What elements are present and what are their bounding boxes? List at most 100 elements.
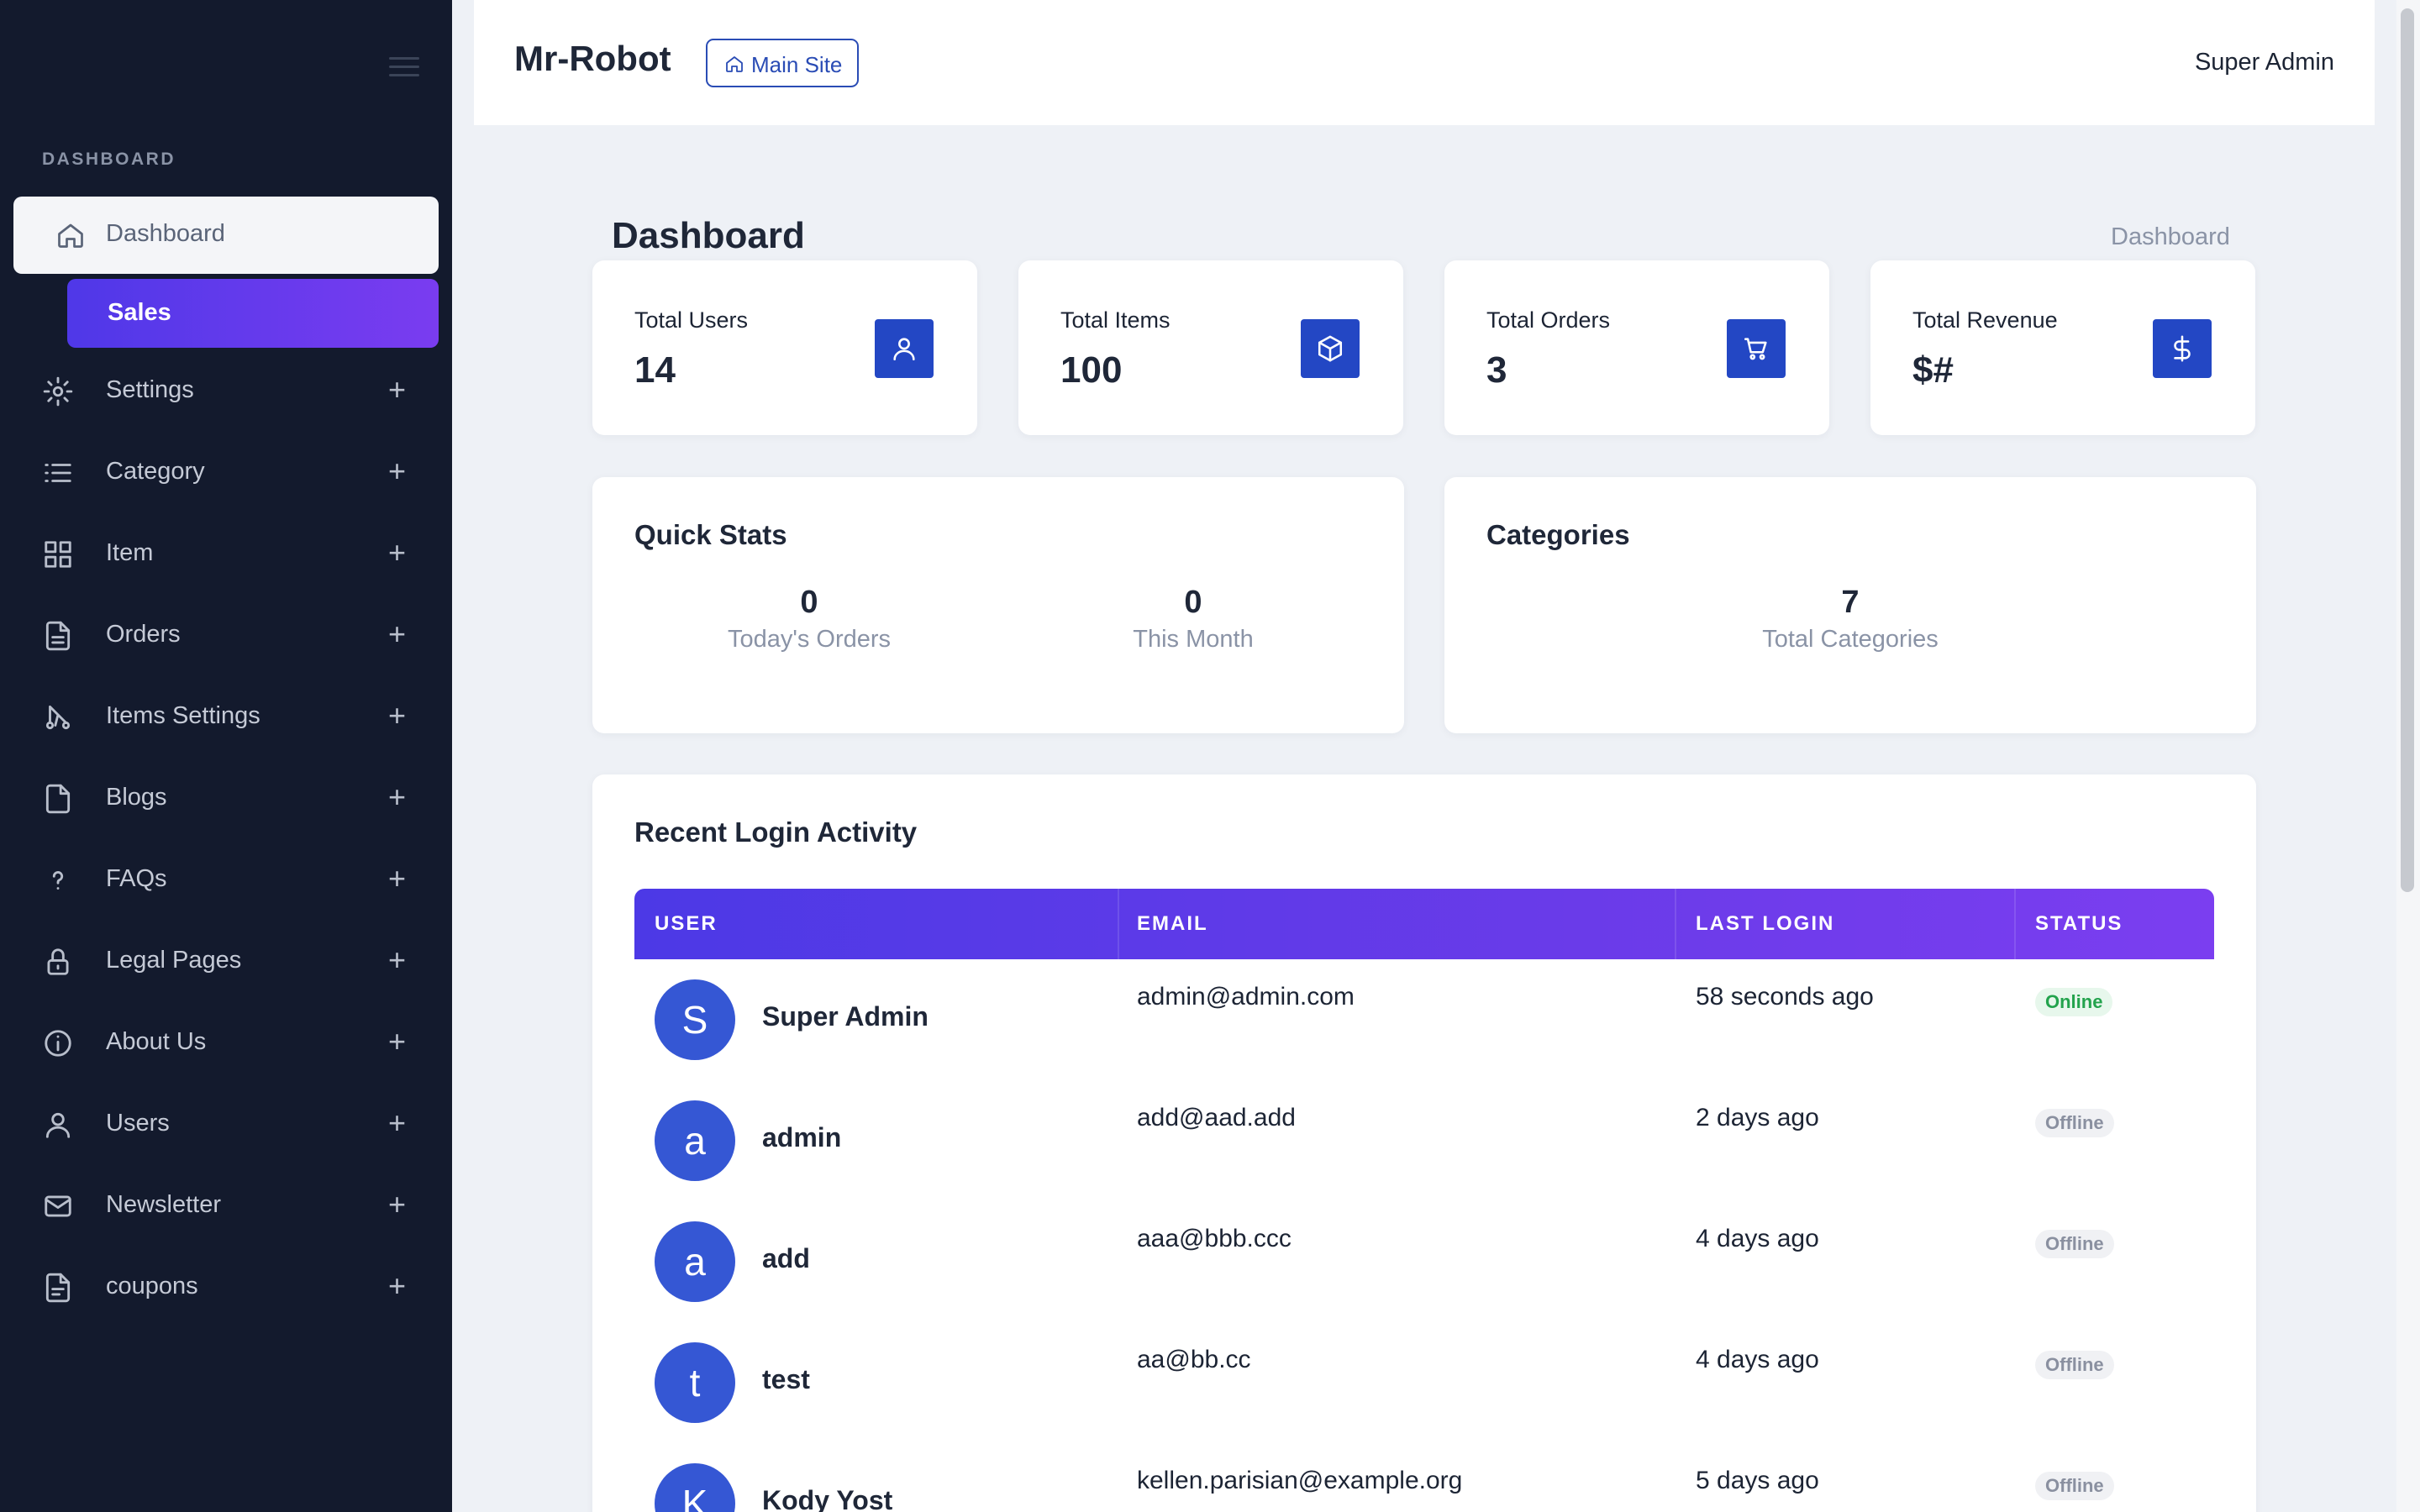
sidebar-item-settings[interactable]: Settings + [0,350,452,432]
status-badge: Offline [2035,1351,2114,1379]
this-month-stat: 0 This Month [1025,585,1361,654]
scrollbar-thumb[interactable] [2401,8,2414,892]
user-menu[interactable]: Super Admin [2194,49,2334,76]
sidebar-item-label: Users [106,1110,170,1137]
dollar-icon [2153,319,2212,378]
question-icon [42,864,74,896]
column-divider [1118,889,1119,959]
quick-stats-panel: Quick Stats 0 Today's Orders 0 This Mont… [592,477,1404,733]
expand-icon[interactable]: + [388,1268,407,1303]
sidebar-item-legal-pages[interactable]: Legal Pages + [0,921,452,1002]
sidebar-item-coupons[interactable]: coupons + [0,1247,452,1328]
table-row[interactable]: K Kody Yost kellen.parisian@example.org … [634,1443,2214,1512]
stat-card-total-orders: Total Orders 3 [1444,260,1829,435]
sidebar-item-label: Dashboard [106,220,225,247]
last-login: 58 seconds ago [1696,983,1874,1011]
panel-title: Quick Stats [634,519,787,550]
info-icon [42,1027,74,1059]
avatar: t [655,1342,735,1423]
expand-icon[interactable]: + [388,372,407,407]
main-site-button[interactable]: Main Site [706,39,859,87]
main-site-label: Main Site [751,52,843,77]
expand-icon[interactable]: + [388,1105,407,1140]
page-title: Dashboard [612,215,805,256]
sidebar-item-items-settings[interactable]: Items Settings + [0,676,452,758]
brand-title[interactable]: Mr-Robot [514,39,671,78]
stat-label: Total Categories [1762,626,1939,653]
status-badge: Offline [2035,1109,2114,1137]
last-login: 5 days ago [1696,1467,1819,1494]
panel-title: Recent Login Activity [634,816,918,848]
stat-value: 0 [1184,585,1202,620]
column-header-email[interactable]: EMAIL [1137,912,1208,935]
user-name: add [762,1243,810,1273]
sidebar-item-newsletter[interactable]: Newsletter + [0,1165,452,1247]
user-name: Super Admin [762,1001,929,1032]
sidebar-subitem-label: Sales [108,299,171,326]
status-badge: Offline [2035,1472,2114,1500]
table-row[interactable]: S Super Admin admin@admin.com 58 seconds… [634,959,2214,1080]
user-icon [42,1109,74,1141]
expand-icon[interactable]: + [388,1024,407,1058]
todays-orders-stat: 0 Today's Orders [641,585,977,654]
table-row[interactable]: a add aaa@bbb.ccc 4 days ago Offline [634,1201,2214,1322]
expand-icon[interactable]: + [388,1187,407,1221]
categories-panel: Categories 7 Total Categories [1444,477,2256,733]
sidebar-item-label: Item [106,539,154,566]
user-email: aaa@bbb.ccc [1137,1225,1292,1252]
total-categories-stat: 7 Total Categories [1682,585,2018,654]
grid-icon [42,538,74,570]
gear-icon [42,375,74,407]
expand-icon[interactable]: + [388,861,407,895]
sidebar-subitem-sales[interactable]: Sales [67,279,439,348]
avatar: a [655,1100,735,1181]
sidebar-item-label: Category [106,458,205,485]
stat-value: 0 [800,585,818,620]
sliders-icon [42,701,74,733]
sidebar-item-faqs[interactable]: FAQs + [0,839,452,921]
sidebar-item-category[interactable]: Category + [0,432,452,513]
user-name: Kody Yost [762,1485,893,1512]
expand-icon[interactable]: + [388,454,407,488]
expand-icon[interactable]: + [388,535,407,570]
user-email: aa@bb.cc [1137,1346,1251,1373]
home-icon [55,220,86,250]
sidebar-item-orders[interactable]: Orders + [0,595,452,676]
avatar: S [655,979,735,1060]
sidebar-item-users[interactable]: Users + [0,1084,452,1165]
sidebar-item-label: Blogs [106,784,167,811]
sidebar-item-label: Items Settings [106,702,260,729]
user-email: add@aad.add [1137,1104,1296,1131]
sidebar-item-item[interactable]: Item + [0,513,452,595]
sidebar-item-label: About Us [106,1028,207,1055]
expand-icon[interactable]: + [388,617,407,651]
stat-title: Total Items [1060,307,1171,333]
column-header-last-login[interactable]: LAST LOGIN [1696,912,1835,935]
stat-card-total-users: Total Users 14 [592,260,977,435]
sidebar-item-label: Orders [106,621,181,648]
table-row[interactable]: a admin add@aad.add 2 days ago Offline [634,1080,2214,1201]
column-header-user[interactable]: USER [655,912,718,935]
column-divider [1675,889,1676,959]
expand-icon[interactable]: + [388,942,407,977]
sidebar: DASHBOARD Dashboard Sales Settings + Cat… [0,0,452,1512]
table-row[interactable]: t test aa@bb.cc 4 days ago Offline [634,1322,2214,1443]
expand-icon[interactable]: + [388,780,407,814]
user-email: admin@admin.com [1137,983,1355,1011]
document-icon [42,620,74,652]
sidebar-item-label: Legal Pages [106,947,242,974]
sidebar-item-blogs[interactable]: Blogs + [0,758,452,839]
sidebar-item-label: Settings [106,376,194,403]
sidebar-item-dashboard[interactable]: Dashboard [13,197,439,274]
expand-icon[interactable]: + [388,698,407,732]
status-badge: Offline [2035,1230,2114,1258]
column-header-status[interactable]: STATUS [2035,912,2123,935]
sidebar-item-about-us[interactable]: About Us + [0,1002,452,1084]
last-login: 2 days ago [1696,1104,1819,1131]
coupon-icon [42,1272,74,1304]
hamburger-menu-icon[interactable] [389,57,419,77]
last-login: 4 days ago [1696,1225,1819,1252]
user-name: test [762,1364,810,1394]
table-header: USER EMAIL LAST LOGIN STATUS [634,889,2214,959]
breadcrumb[interactable]: Dashboard [2111,223,2230,250]
